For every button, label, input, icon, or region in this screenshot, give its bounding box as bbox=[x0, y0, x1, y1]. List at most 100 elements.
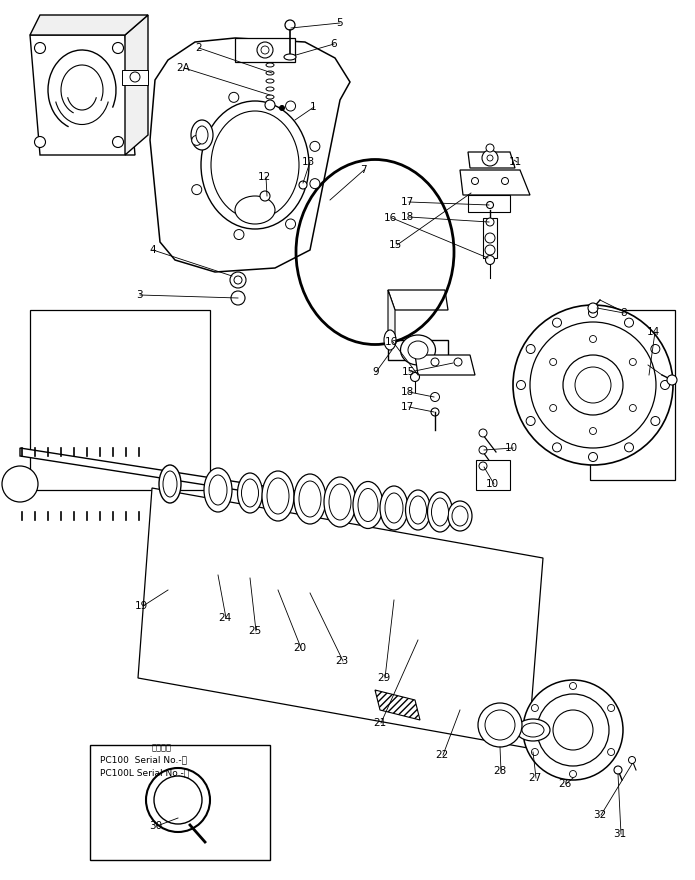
Ellipse shape bbox=[266, 71, 274, 75]
Ellipse shape bbox=[191, 120, 213, 150]
Circle shape bbox=[479, 462, 487, 470]
Ellipse shape bbox=[516, 719, 550, 741]
Circle shape bbox=[482, 150, 498, 166]
Circle shape bbox=[625, 443, 634, 451]
Ellipse shape bbox=[266, 63, 274, 67]
Circle shape bbox=[630, 358, 637, 365]
Text: 31: 31 bbox=[613, 829, 626, 839]
Circle shape bbox=[479, 446, 487, 454]
Circle shape bbox=[589, 309, 598, 318]
Circle shape bbox=[607, 705, 614, 712]
Circle shape bbox=[516, 380, 525, 390]
Circle shape bbox=[569, 683, 576, 690]
Bar bbox=[483, 218, 497, 258]
Circle shape bbox=[625, 319, 634, 327]
Ellipse shape bbox=[385, 493, 403, 523]
Circle shape bbox=[431, 358, 439, 366]
Ellipse shape bbox=[405, 490, 430, 530]
Circle shape bbox=[471, 178, 478, 185]
Ellipse shape bbox=[266, 95, 274, 99]
Bar bbox=[122, 70, 148, 85]
Ellipse shape bbox=[409, 496, 427, 524]
Circle shape bbox=[569, 771, 576, 778]
Ellipse shape bbox=[358, 488, 378, 522]
Circle shape bbox=[553, 443, 562, 451]
Text: PC100  Serial No.-～: PC100 Serial No.-～ bbox=[100, 755, 187, 764]
Circle shape bbox=[130, 72, 140, 82]
Text: 22: 22 bbox=[435, 750, 448, 760]
Ellipse shape bbox=[211, 111, 299, 219]
Text: 26: 26 bbox=[558, 779, 571, 789]
Text: 28: 28 bbox=[493, 766, 506, 776]
Circle shape bbox=[299, 181, 307, 189]
Circle shape bbox=[486, 255, 495, 265]
Circle shape bbox=[502, 178, 509, 185]
Ellipse shape bbox=[452, 506, 468, 526]
Text: 7: 7 bbox=[360, 165, 367, 175]
Circle shape bbox=[485, 233, 495, 243]
Polygon shape bbox=[388, 290, 395, 360]
Circle shape bbox=[234, 230, 244, 239]
Text: 30: 30 bbox=[149, 821, 162, 831]
Ellipse shape bbox=[408, 341, 428, 359]
Circle shape bbox=[431, 408, 439, 416]
Polygon shape bbox=[235, 38, 295, 62]
Circle shape bbox=[265, 100, 275, 110]
Ellipse shape bbox=[353, 481, 383, 529]
Ellipse shape bbox=[380, 486, 408, 530]
Text: 20: 20 bbox=[293, 643, 306, 653]
Circle shape bbox=[485, 710, 515, 740]
Text: 8: 8 bbox=[620, 308, 627, 318]
Text: 25: 25 bbox=[248, 626, 261, 636]
Text: 通用号族: 通用号族 bbox=[152, 743, 172, 752]
Ellipse shape bbox=[163, 471, 177, 497]
Polygon shape bbox=[590, 310, 675, 480]
Circle shape bbox=[563, 355, 623, 415]
Polygon shape bbox=[30, 15, 148, 35]
Polygon shape bbox=[388, 340, 448, 360]
Polygon shape bbox=[20, 448, 430, 520]
Polygon shape bbox=[415, 355, 475, 375]
Text: 12: 12 bbox=[258, 172, 271, 182]
Circle shape bbox=[192, 185, 202, 194]
Circle shape bbox=[667, 375, 677, 385]
Text: 13: 13 bbox=[302, 157, 316, 167]
Ellipse shape bbox=[262, 471, 294, 521]
Circle shape bbox=[260, 191, 270, 201]
Circle shape bbox=[286, 101, 295, 111]
Circle shape bbox=[35, 136, 45, 148]
Polygon shape bbox=[138, 488, 543, 748]
Text: 15: 15 bbox=[389, 240, 402, 250]
Circle shape bbox=[310, 179, 320, 188]
Circle shape bbox=[523, 680, 623, 780]
Ellipse shape bbox=[329, 484, 351, 520]
Circle shape bbox=[589, 452, 598, 461]
Circle shape bbox=[154, 776, 202, 824]
Circle shape bbox=[537, 694, 609, 766]
Circle shape bbox=[575, 367, 611, 403]
Polygon shape bbox=[375, 690, 420, 720]
Ellipse shape bbox=[201, 101, 309, 229]
Text: 11: 11 bbox=[509, 157, 522, 167]
Circle shape bbox=[411, 372, 420, 382]
Polygon shape bbox=[30, 310, 210, 490]
Ellipse shape bbox=[266, 87, 274, 91]
Text: 18: 18 bbox=[401, 212, 414, 222]
Ellipse shape bbox=[209, 475, 227, 505]
Text: 27: 27 bbox=[528, 773, 541, 783]
Circle shape bbox=[486, 218, 494, 226]
Circle shape bbox=[630, 405, 637, 412]
Ellipse shape bbox=[238, 473, 263, 513]
Circle shape bbox=[261, 46, 269, 54]
Ellipse shape bbox=[384, 330, 396, 350]
Circle shape bbox=[234, 276, 242, 284]
Polygon shape bbox=[150, 38, 350, 272]
Text: 2A: 2A bbox=[176, 63, 190, 73]
Ellipse shape bbox=[294, 474, 326, 524]
Circle shape bbox=[286, 219, 295, 229]
Polygon shape bbox=[388, 290, 448, 310]
Ellipse shape bbox=[522, 723, 544, 737]
Ellipse shape bbox=[427, 492, 452, 532]
Text: PC100L Serial No.-～: PC100L Serial No.-～ bbox=[100, 768, 189, 777]
Circle shape bbox=[113, 42, 124, 54]
